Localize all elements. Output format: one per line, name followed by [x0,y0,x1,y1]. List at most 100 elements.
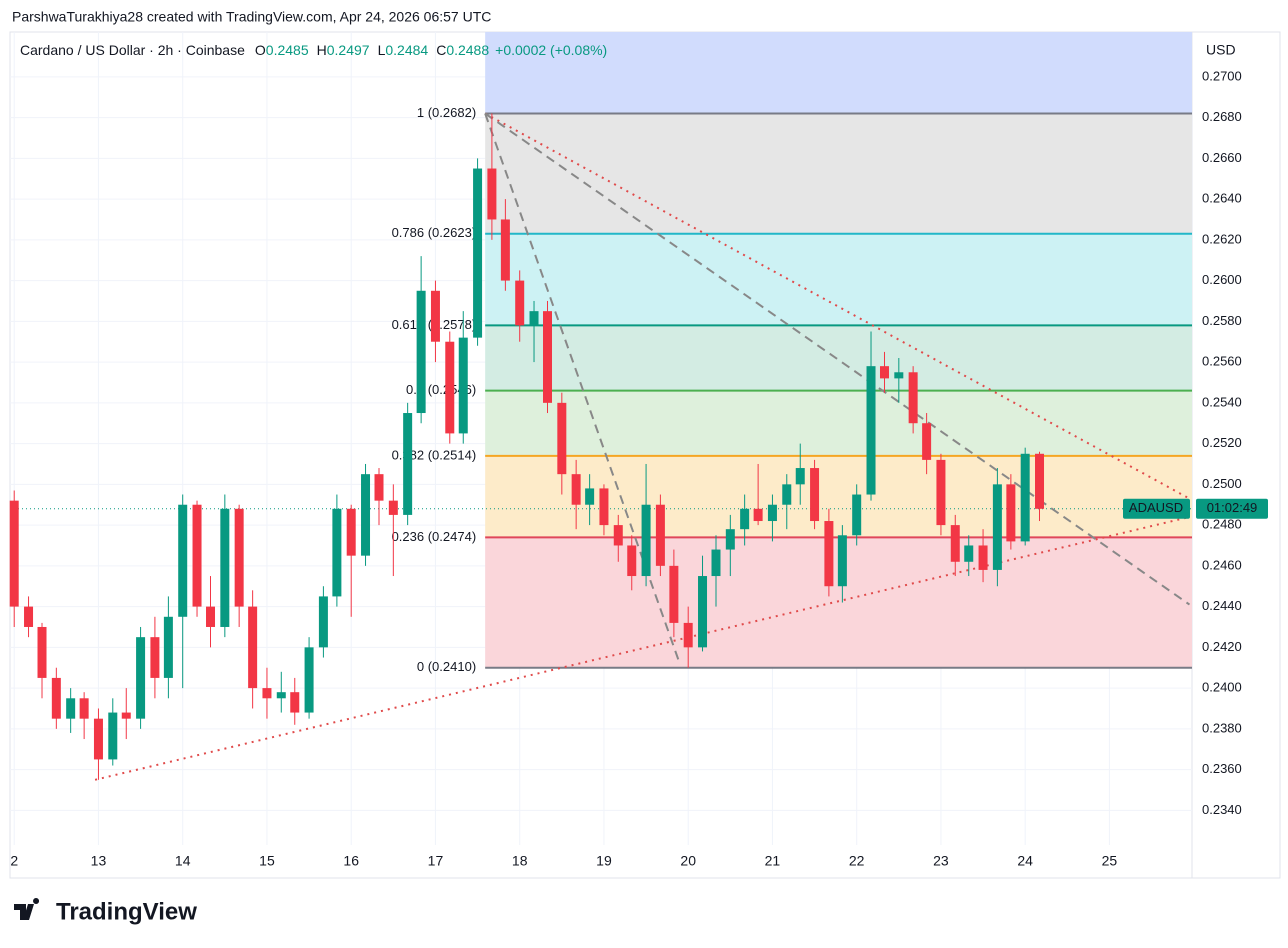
y-tick-label: 0.2640 [1202,191,1242,206]
candle-body [403,413,413,515]
x-tick-label: 24 [1017,853,1033,869]
candle-body [557,402,567,475]
fib-label: 0.236 (0.2474) [392,529,477,544]
candle-body [346,508,356,556]
candle-body [1035,453,1045,509]
y-tick-label: 0.2340 [1202,802,1242,817]
candle-body [262,688,272,699]
x-tick-label: 25 [1102,853,1118,869]
symbol-tag [1123,498,1190,519]
candle-body [683,622,693,648]
plot: 0.2340 0.2360 0.2380 0.2400 0.2420 0.2440 0.24… [9,32,1268,869]
legend-value: 0.2497 [327,42,370,58]
candle-body [150,637,160,678]
candle-body [571,474,581,505]
candle-body [837,535,847,587]
x-tick-label: 19 [596,853,612,869]
candle-body [964,545,974,562]
candle-body [388,500,398,515]
candle-body [978,545,988,570]
candle-body [613,525,623,546]
candle-body [430,290,440,342]
candle-body [641,504,651,577]
candle-body [698,576,708,648]
fib-label: 0 (0.2410) [417,659,476,674]
fib-zone [485,113,1192,234]
y-tick-label: 0.2620 [1202,231,1242,246]
fib-label: 1 (0.2682) [417,105,476,120]
brand: TradingView [56,898,197,925]
x-tick-label: 15 [259,853,275,869]
candle-body [866,366,876,495]
candle-body [192,504,202,607]
candle-body [487,168,497,220]
candle-body [66,698,76,719]
candle-body [1020,453,1030,542]
x-tick-label: 22 [849,853,865,869]
x-tick-label: 18 [512,853,528,869]
candle-body [318,596,328,648]
candle-body [740,508,750,530]
candle-body [950,525,960,562]
y-tick-label: 0.2600 [1202,272,1242,287]
fib-zone [485,325,1192,391]
y-tick-label: 0.2480 [1202,517,1242,532]
candle-body [416,290,426,414]
candle-body [361,474,371,556]
y-tick-label: 0.2460 [1202,557,1242,572]
y-tick-label: 0.2700 [1202,68,1242,83]
x-tick-label: 21 [765,853,781,869]
x-tick-label: 14 [175,853,191,869]
y-tick-label: 0.2500 [1202,476,1242,491]
legend-value: 0.2484 [385,42,428,58]
candle-body [234,508,244,607]
candle-body [852,494,862,536]
candle-body [374,474,384,501]
countdown-label: 01:02:49 [1207,500,1258,515]
candle-body [879,366,889,379]
fib-zone [485,390,1192,456]
candle-body [529,311,539,326]
candle-body [79,698,89,719]
legend-key: L [378,42,386,58]
legend-key: H [317,42,327,58]
candle-body [795,468,805,485]
y-tick-label: 0.2520 [1202,435,1242,450]
legend-key: C [436,42,446,58]
trendline [484,112,1190,500]
candle-body [37,626,47,678]
candle-body [543,311,553,403]
y-axis-label: USD [1206,42,1236,58]
candle-body [93,718,103,760]
y-tick-label: 0.2680 [1202,109,1242,124]
candle-body [248,606,258,689]
candle-body [9,500,19,607]
candle-body [445,341,455,434]
header: ParshwaTurakhiya28 created with TradingV… [12,9,491,25]
x-tick-label: 16 [343,853,359,869]
legend-title: Cardano / US Dollar · 2h · Coinbase [20,42,245,58]
candle-body [515,280,525,326]
candle-body [304,647,314,713]
y-tick-label: 0.2380 [1202,720,1242,735]
candle-body [908,372,918,424]
candle-body [627,545,637,577]
fib-label: 0.786 (0.2623) [392,225,477,240]
candle-body [753,508,763,522]
y-tick-label: 0.2420 [1202,639,1242,654]
candle-body [24,606,34,627]
candle-body [1006,484,1016,542]
y-tick-label: 0.2540 [1202,394,1242,409]
candle-body [136,637,146,719]
candle-body [51,677,61,719]
candle-body [585,488,595,505]
legend: Cardano / US Dollar · 2h · Coinbase O0.24… [20,42,607,58]
candle-body [782,484,792,505]
countdown-tag [1196,498,1268,519]
candle-body [178,504,188,617]
x-tick-label: 23 [933,853,949,869]
candle-body [121,712,131,719]
trendline [484,112,1191,606]
